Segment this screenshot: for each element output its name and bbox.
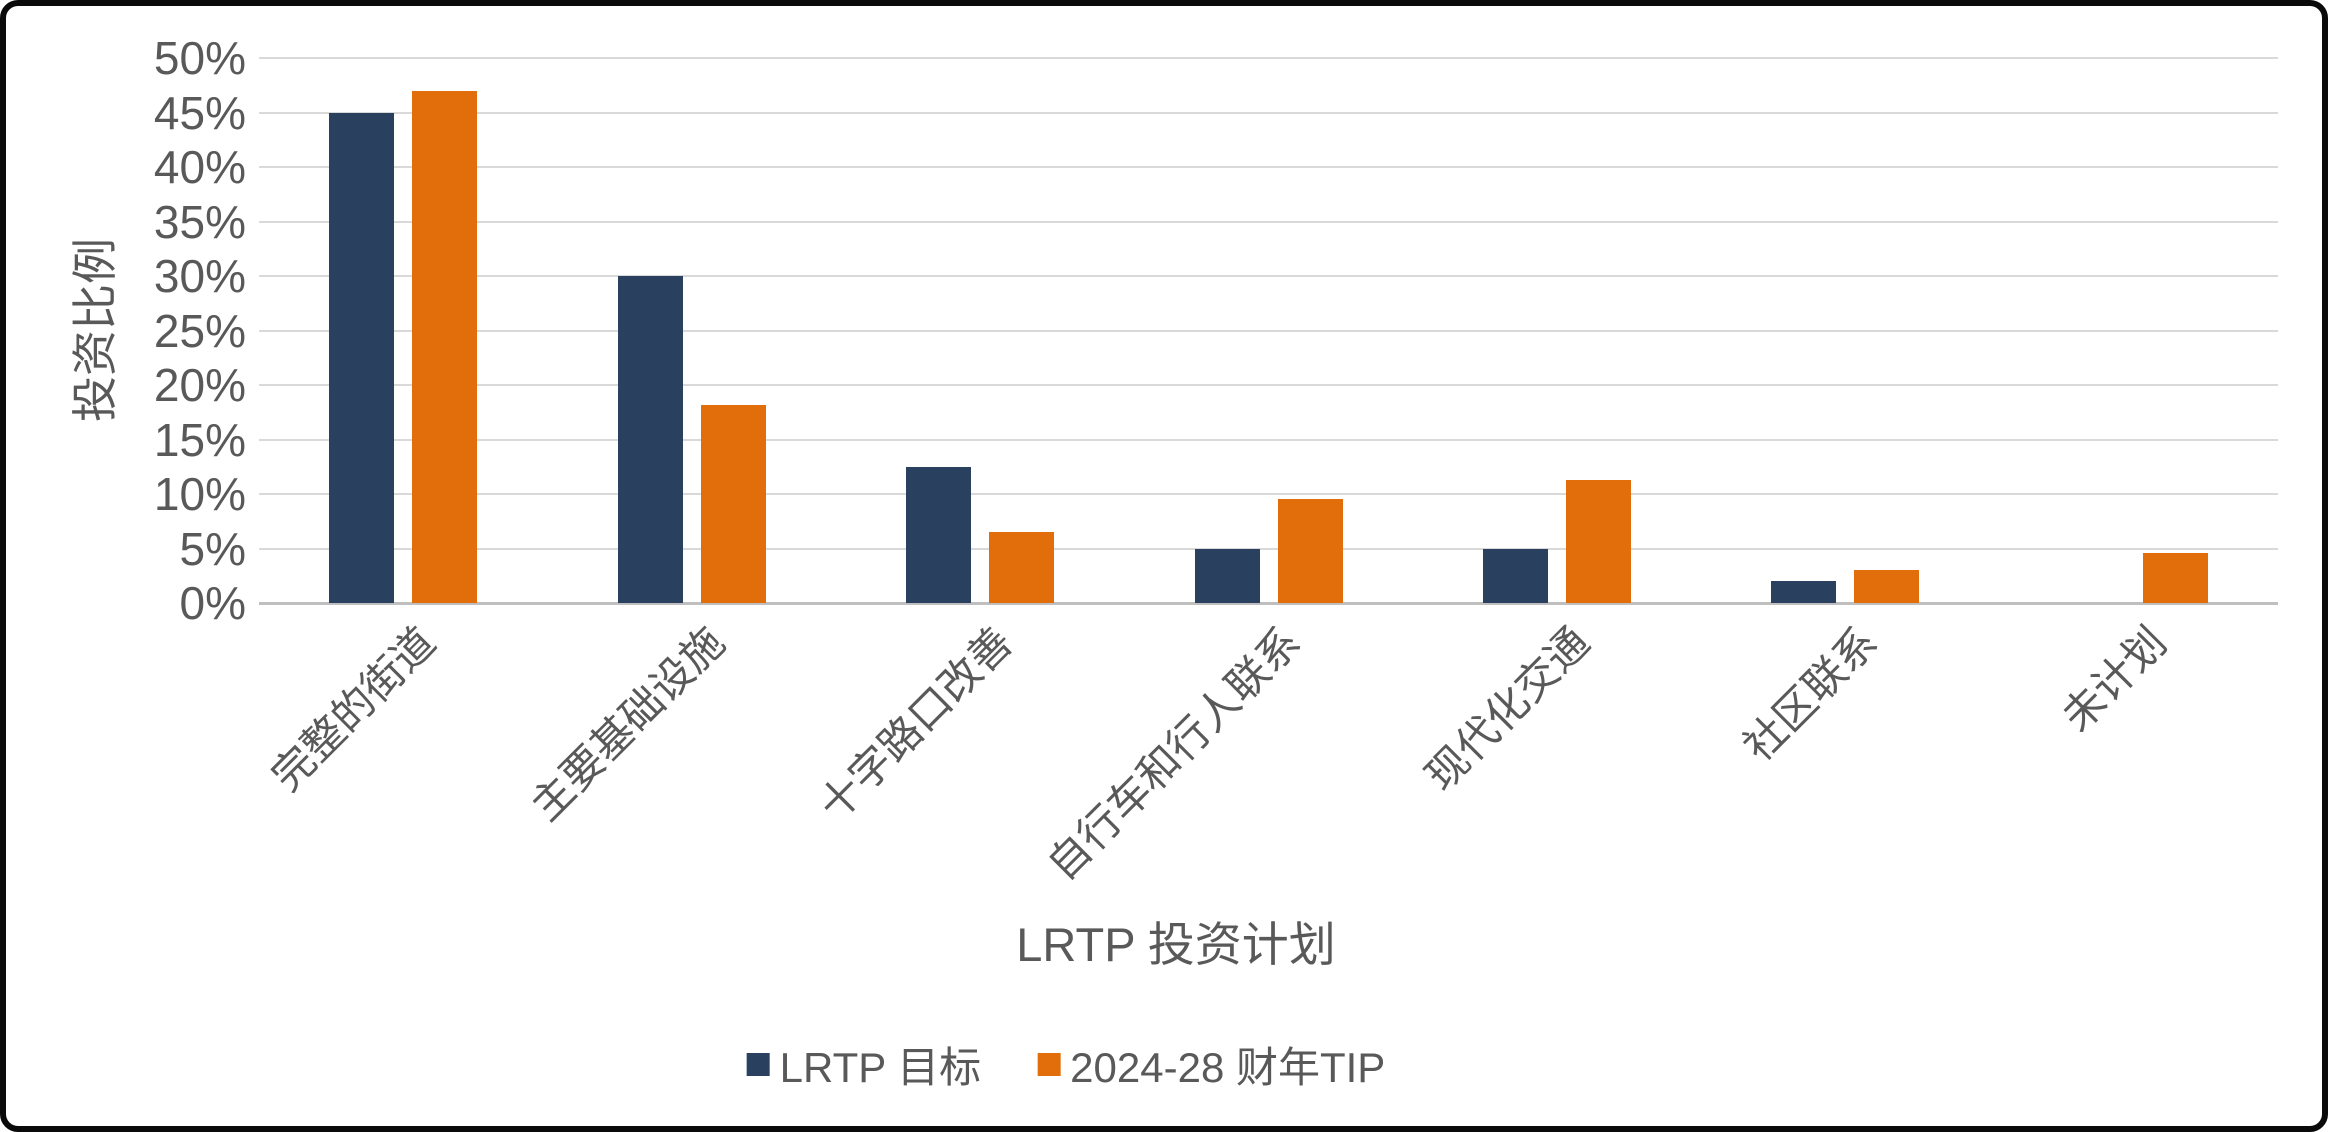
- legend-item-1: 2024-28 财年TIP: [1037, 1034, 1385, 1095]
- legend-item-0: LRTP 目标: [746, 1034, 982, 1095]
- x-category-label-3: 自行车和行人联系: [1038, 618, 1310, 889]
- bar-series1-cat3: [1277, 499, 1343, 603]
- x-category-label-2: 十字路口改善: [809, 618, 1022, 830]
- y-tick-label-15: 15%: [153, 413, 246, 466]
- bar-series0-cat0: [329, 112, 395, 603]
- gridline-5: [259, 547, 2278, 550]
- gridline-10: [259, 493, 2278, 495]
- legend-label: 2024-28 财年TIP: [1070, 1044, 1386, 1091]
- legend-swatch-icon: [746, 1053, 770, 1076]
- y-tick-label-5: 5%: [179, 522, 246, 575]
- y-tick-label-30: 30%: [153, 250, 246, 302]
- plot-area: [259, 57, 2278, 605]
- y-tick-label-50: 50%: [153, 32, 246, 84]
- y-tick-label-45: 45%: [153, 86, 246, 139]
- bar-series0-cat1: [617, 276, 683, 603]
- bar-series1-cat5: [1854, 570, 1920, 603]
- bar-series1-cat2: [989, 532, 1055, 603]
- bar-series1-cat6: [2142, 552, 2208, 603]
- gridline-30: [259, 275, 2278, 277]
- x-category-label-0: 完整的街道: [262, 618, 445, 800]
- y-tick-label-0: 0%: [179, 577, 246, 629]
- x-axis-line: [259, 602, 2278, 605]
- bar-series0-cat3: [1194, 548, 1260, 603]
- x-category-label-4: 现代化交通: [1416, 618, 1599, 800]
- bar-series0-cat4: [1482, 548, 1548, 603]
- bar-series0-cat2: [906, 466, 972, 603]
- gridline-50: [259, 57, 2278, 59]
- y-tick-label-10: 10%: [153, 468, 246, 520]
- bar-series1-cat0: [412, 90, 478, 603]
- bar-series1-cat4: [1565, 479, 1631, 603]
- gridline-15: [259, 438, 2278, 441]
- x-category-label-5: 社区联系: [1734, 618, 1887, 771]
- y-tick-label-40: 40%: [153, 141, 246, 193]
- x-category-label-1: 主要基础设施: [521, 618, 733, 830]
- y-tick-label-20: 20%: [153, 359, 246, 411]
- x-axis-title: LRTP 投资计划: [1016, 918, 1336, 971]
- legend: LRTP 目标 2024-28 财年TIP: [746, 1034, 1385, 1095]
- y-tick-label-35: 35%: [153, 195, 246, 248]
- gridline-25: [259, 329, 2278, 332]
- gridline-40: [259, 166, 2278, 168]
- gridline-20: [259, 384, 2278, 386]
- legend-swatch-icon: [1037, 1053, 1061, 1076]
- bar-series1-cat1: [700, 404, 766, 603]
- gridline-35: [259, 220, 2278, 223]
- legend-label: LRTP 目标: [779, 1044, 982, 1091]
- bar-series0-cat5: [1771, 581, 1837, 603]
- y-tick-label-25: 25%: [153, 304, 246, 357]
- x-category-label-6: 未计划: [2052, 618, 2176, 741]
- gridline-45: [259, 111, 2278, 114]
